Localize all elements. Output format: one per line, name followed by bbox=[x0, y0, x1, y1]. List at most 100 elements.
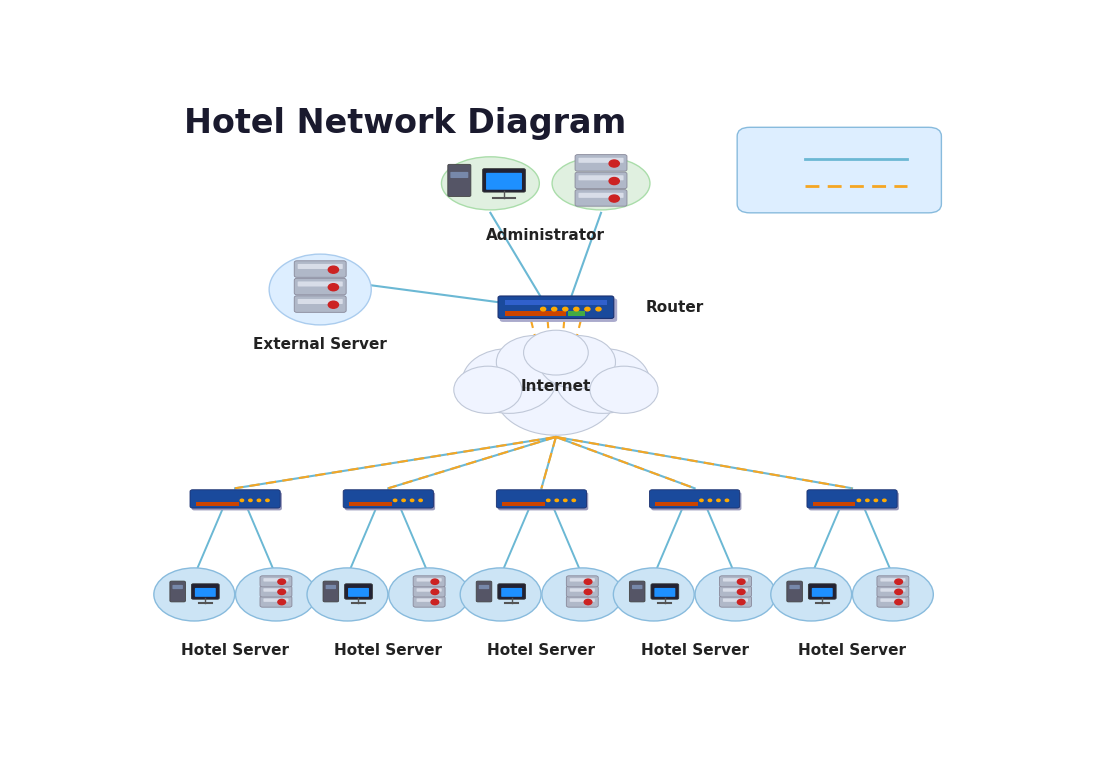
FancyBboxPatch shape bbox=[294, 260, 346, 277]
FancyBboxPatch shape bbox=[260, 586, 292, 597]
Circle shape bbox=[874, 499, 877, 502]
FancyBboxPatch shape bbox=[450, 172, 469, 178]
Circle shape bbox=[328, 266, 338, 273]
FancyBboxPatch shape bbox=[567, 576, 598, 587]
FancyBboxPatch shape bbox=[570, 578, 595, 581]
FancyBboxPatch shape bbox=[575, 190, 627, 206]
FancyBboxPatch shape bbox=[260, 596, 292, 607]
FancyBboxPatch shape bbox=[877, 586, 909, 597]
FancyBboxPatch shape bbox=[808, 492, 899, 510]
FancyBboxPatch shape bbox=[651, 584, 679, 599]
Circle shape bbox=[257, 499, 260, 502]
Ellipse shape bbox=[389, 568, 470, 621]
Ellipse shape bbox=[852, 568, 933, 621]
Circle shape bbox=[609, 160, 619, 167]
FancyBboxPatch shape bbox=[413, 596, 445, 607]
Bar bbox=[656, 502, 698, 506]
Circle shape bbox=[895, 589, 903, 594]
FancyBboxPatch shape bbox=[448, 165, 471, 196]
FancyBboxPatch shape bbox=[298, 281, 343, 286]
FancyBboxPatch shape bbox=[170, 581, 186, 602]
FancyBboxPatch shape bbox=[811, 588, 832, 597]
FancyBboxPatch shape bbox=[192, 492, 282, 510]
FancyBboxPatch shape bbox=[498, 492, 589, 510]
Text: Hotel Server: Hotel Server bbox=[334, 643, 442, 659]
Circle shape bbox=[590, 366, 658, 414]
FancyBboxPatch shape bbox=[264, 598, 289, 602]
Circle shape bbox=[596, 307, 601, 311]
Circle shape bbox=[699, 499, 703, 502]
FancyBboxPatch shape bbox=[501, 588, 523, 597]
Ellipse shape bbox=[771, 568, 852, 621]
Circle shape bbox=[865, 499, 870, 502]
FancyBboxPatch shape bbox=[298, 299, 343, 304]
FancyBboxPatch shape bbox=[413, 586, 445, 597]
FancyBboxPatch shape bbox=[477, 581, 492, 602]
FancyBboxPatch shape bbox=[326, 585, 336, 589]
Ellipse shape bbox=[695, 568, 776, 621]
FancyBboxPatch shape bbox=[877, 596, 909, 607]
Ellipse shape bbox=[307, 568, 388, 621]
FancyBboxPatch shape bbox=[172, 585, 183, 589]
Circle shape bbox=[584, 599, 592, 604]
Text: ADSL: ADSL bbox=[759, 152, 795, 165]
FancyBboxPatch shape bbox=[881, 598, 906, 602]
FancyBboxPatch shape bbox=[500, 298, 617, 322]
FancyBboxPatch shape bbox=[264, 578, 289, 581]
FancyBboxPatch shape bbox=[416, 588, 441, 591]
Text: Hotel Server: Hotel Server bbox=[798, 643, 906, 659]
Circle shape bbox=[393, 499, 396, 502]
FancyBboxPatch shape bbox=[579, 175, 624, 180]
Circle shape bbox=[895, 579, 903, 584]
Circle shape bbox=[609, 178, 619, 185]
Circle shape bbox=[432, 589, 439, 594]
Circle shape bbox=[462, 349, 556, 414]
FancyBboxPatch shape bbox=[787, 581, 803, 602]
Circle shape bbox=[411, 499, 414, 502]
FancyBboxPatch shape bbox=[651, 492, 741, 510]
FancyBboxPatch shape bbox=[632, 585, 642, 589]
Text: Hotel Server: Hotel Server bbox=[488, 643, 595, 659]
Circle shape bbox=[717, 499, 720, 502]
Bar bbox=[349, 502, 392, 506]
Circle shape bbox=[278, 579, 285, 584]
FancyBboxPatch shape bbox=[722, 598, 748, 602]
FancyBboxPatch shape bbox=[497, 584, 526, 599]
FancyBboxPatch shape bbox=[496, 489, 586, 508]
FancyBboxPatch shape bbox=[323, 581, 338, 602]
FancyBboxPatch shape bbox=[807, 489, 897, 508]
Circle shape bbox=[556, 349, 650, 414]
Ellipse shape bbox=[441, 157, 539, 210]
FancyBboxPatch shape bbox=[570, 588, 595, 591]
Bar bbox=[505, 300, 607, 306]
Circle shape bbox=[547, 499, 550, 502]
FancyBboxPatch shape bbox=[719, 586, 751, 597]
FancyBboxPatch shape bbox=[498, 296, 614, 319]
FancyBboxPatch shape bbox=[629, 581, 645, 602]
FancyBboxPatch shape bbox=[808, 584, 837, 599]
Ellipse shape bbox=[236, 568, 316, 621]
Circle shape bbox=[419, 499, 423, 502]
Circle shape bbox=[738, 589, 746, 594]
Circle shape bbox=[278, 589, 285, 594]
Circle shape bbox=[495, 350, 617, 435]
Text: Hotel Server: Hotel Server bbox=[181, 643, 289, 659]
FancyBboxPatch shape bbox=[348, 588, 369, 597]
Circle shape bbox=[738, 579, 746, 584]
Circle shape bbox=[328, 301, 338, 308]
FancyBboxPatch shape bbox=[191, 584, 220, 599]
FancyBboxPatch shape bbox=[575, 155, 627, 171]
FancyBboxPatch shape bbox=[345, 584, 372, 599]
Circle shape bbox=[895, 599, 903, 604]
Circle shape bbox=[584, 589, 592, 594]
FancyBboxPatch shape bbox=[570, 598, 595, 602]
FancyBboxPatch shape bbox=[737, 127, 941, 213]
Circle shape bbox=[585, 307, 590, 311]
FancyBboxPatch shape bbox=[719, 576, 751, 587]
FancyBboxPatch shape bbox=[579, 193, 624, 198]
FancyBboxPatch shape bbox=[294, 296, 346, 313]
FancyBboxPatch shape bbox=[719, 596, 751, 607]
FancyBboxPatch shape bbox=[722, 588, 748, 591]
Text: Administrator: Administrator bbox=[486, 228, 605, 243]
FancyBboxPatch shape bbox=[789, 585, 799, 589]
